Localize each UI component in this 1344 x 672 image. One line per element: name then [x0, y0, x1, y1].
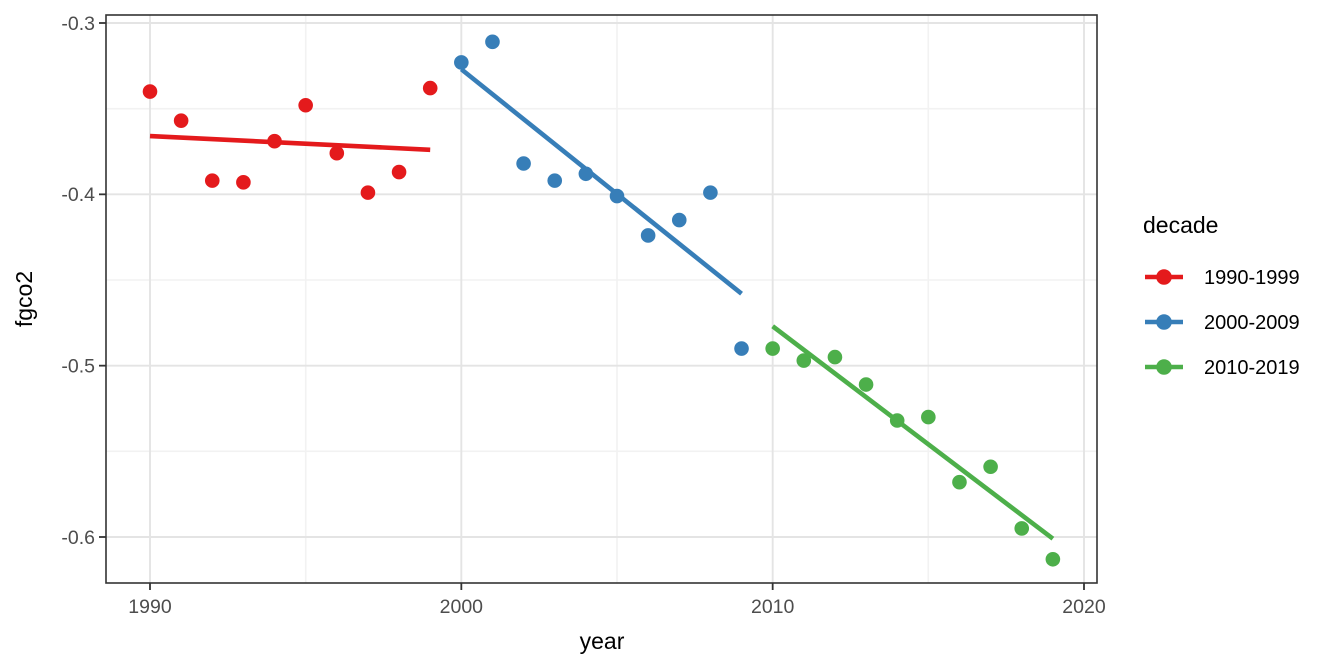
data-point-2010-2019	[889, 413, 905, 428]
legend-key-point	[1156, 314, 1172, 330]
legend-key-point	[1156, 359, 1172, 375]
data-point-2000-2009	[640, 228, 656, 243]
data-point-2000-2009	[516, 156, 531, 171]
legend: decade 1990-1999 2000-2009 2010-2019	[1143, 212, 1300, 379]
data-point-2000-2009	[454, 55, 469, 70]
data-point-1990-1999	[360, 185, 376, 200]
data-point-1990-1999	[267, 133, 282, 149]
y-axis-title: fgco2	[11, 271, 37, 327]
data-point-2000-2009	[734, 341, 749, 356]
data-point-2010-2019	[858, 377, 874, 392]
data-point-2010-2019	[983, 459, 998, 475]
data-point-2000-2009	[609, 188, 625, 204]
data-point-2010-2019	[1014, 521, 1030, 536]
y-tick-label: -0.6	[61, 527, 95, 549]
data-point-1990-1999	[173, 113, 189, 128]
x-tick-label: 2010	[751, 596, 795, 618]
data-point-2010-2019	[1045, 551, 1061, 567]
data-point-1990-1999	[236, 175, 251, 190]
data-point-2000-2009	[703, 185, 718, 200]
data-point-1990-1999	[142, 84, 158, 99]
data-point-1990-1999	[204, 173, 220, 188]
x-tick-label: 2020	[1062, 596, 1106, 618]
gridlines	[106, 15, 1097, 583]
data-point-2000-2009	[578, 166, 594, 182]
data-point-2010-2019	[796, 353, 812, 368]
legend-label: 2010-2019	[1204, 357, 1300, 379]
data-point-2010-2019	[952, 474, 967, 490]
data-point-2010-2019	[765, 341, 780, 356]
data-point-1990-1999	[391, 164, 407, 180]
x-tick-label: 1990	[128, 596, 172, 618]
plot-series	[142, 34, 1061, 567]
data-point-2000-2009	[671, 212, 687, 228]
axes: 1990 2000 2010 2020 -0.3 -0.4 -0.5 -0.6	[61, 13, 1105, 618]
data-point-2000-2009	[485, 34, 500, 50]
y-tick-label: -0.3	[61, 13, 95, 35]
data-point-1990-1999	[329, 145, 345, 161]
data-point-1990-1999	[298, 97, 313, 113]
data-point-2010-2019	[921, 409, 936, 425]
legend-entries: 1990-1999 2000-2009 2010-2019	[1145, 267, 1300, 379]
legend-title: decade	[1143, 212, 1218, 238]
trend-line-2000-2009	[459, 67, 743, 296]
trend-line-2010-2019	[771, 324, 1055, 541]
data-point-1990-1999	[422, 80, 438, 96]
x-tick-label: 2000	[440, 596, 484, 618]
trend-line-1990-1999	[149, 133, 431, 153]
y-tick-label: -0.5	[61, 355, 95, 377]
legend-label: 1990-1999	[1204, 267, 1300, 289]
legend-key-point	[1156, 269, 1172, 285]
y-tick-label: -0.4	[61, 184, 95, 206]
x-axis-title: year	[580, 628, 625, 654]
panel-border	[105, 14, 1098, 584]
data-point-2000-2009	[547, 173, 563, 188]
data-point-2010-2019	[827, 349, 843, 365]
plot-panel	[106, 15, 1097, 583]
legend-label: 2000-2009	[1204, 312, 1300, 334]
